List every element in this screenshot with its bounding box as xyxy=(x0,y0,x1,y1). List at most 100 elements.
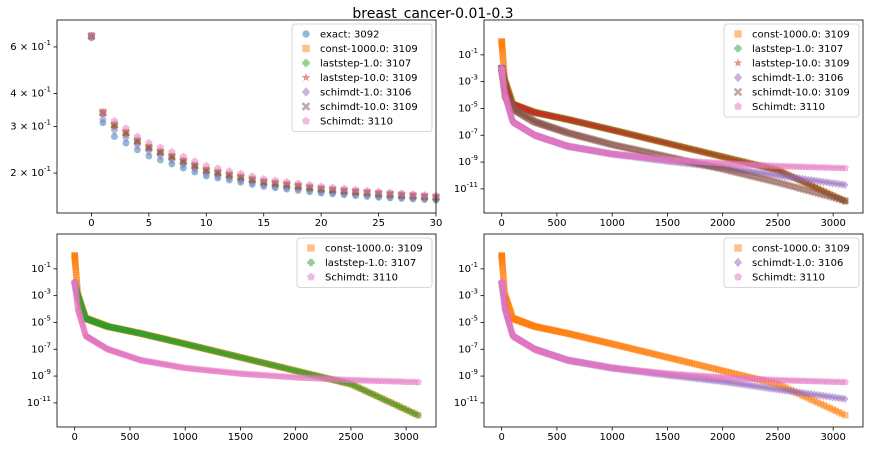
legend-label-laststep-10.0: laststep-10.0: 3109 xyxy=(752,59,850,70)
x-tick-label: 500 xyxy=(120,432,139,443)
data-point-Schimdt xyxy=(294,179,303,187)
x-tick-label: 500 xyxy=(547,432,566,443)
y-tick-label: 3 × 10-1 xyxy=(10,119,51,133)
x-tick-label: 10 xyxy=(200,218,213,229)
data-point-Schimdt xyxy=(259,174,268,183)
legend-label-laststep-1.0: laststep-1.0: 3107 xyxy=(752,44,843,55)
y-tick-label: 10-1 xyxy=(458,47,478,61)
legend-top-left: exact: 3092 const-1000.0: 3109 laststep-1.… xyxy=(291,23,433,132)
data-point-Schimdt xyxy=(179,152,188,160)
data-point-Schimdt xyxy=(248,172,257,180)
data-point-laststep-1.0 xyxy=(369,390,376,398)
axes-frame-top-right xyxy=(483,19,864,214)
x-tick-label: 25 xyxy=(372,218,385,229)
x-tick-label: 500 xyxy=(547,218,566,229)
panel-bottom-right: 0 500 1000 1500 2000 2500 3000 const-1000.0: 31… xyxy=(480,233,864,443)
data-point-laststep-1.0 xyxy=(387,399,394,406)
x-tick-label: 3000 xyxy=(820,432,845,443)
data-point-Schimdt xyxy=(99,108,107,116)
data-point-Schimdt xyxy=(271,176,280,184)
series-Schimdt-bottom-right xyxy=(498,278,849,386)
data-point-Schimdt xyxy=(351,185,360,193)
data-point-Schimdt xyxy=(414,378,422,386)
x-tick-label: 1500 xyxy=(228,432,253,443)
x-tick-label: 3000 xyxy=(820,218,845,229)
data-point-laststep-1.0 xyxy=(390,400,397,408)
legend-marker-laststep-1.0 xyxy=(302,59,310,67)
data-point-Schimdt xyxy=(167,148,176,156)
y-tick-label: 10-1 xyxy=(458,261,478,275)
y-tick-label: 10-9 xyxy=(458,368,478,382)
legend-marker-schimdt-1.0 xyxy=(733,257,743,268)
data-point-Schimdt xyxy=(110,116,119,125)
legend-marker-schimdt-1.0 xyxy=(733,72,743,83)
x-tick-label: 1000 xyxy=(599,218,624,229)
legend-marker-Schimdt xyxy=(306,272,316,281)
legend-marker-Schimdt xyxy=(733,102,743,110)
data-point-Schimdt xyxy=(409,190,417,198)
data-point-laststep-1.0 xyxy=(396,403,403,410)
legend-top-right: const-1000.0: 3109 laststep-1.0: 3107 last… xyxy=(723,23,860,118)
y-tick-label: 6 × 10-1 xyxy=(10,39,51,53)
legend-label-Schimdt: Schimdt: 3110 xyxy=(325,273,398,284)
series-Schimdt-top-left xyxy=(87,31,440,200)
data-point-Schimdt xyxy=(213,164,222,172)
data-point-laststep-10.0 xyxy=(807,181,816,190)
data-point-Schimdt xyxy=(87,31,96,40)
legend-label-schimdt-1.0: schimdt-1.0: 3106 xyxy=(320,88,411,99)
figure-title: breast_cancer-0.01-0.3 xyxy=(352,6,513,22)
legend-marker-Schimdt xyxy=(733,272,743,281)
x-tick-label: 30 xyxy=(430,218,443,229)
legend-marker-laststep-10.0 xyxy=(301,72,311,82)
legend-marker-schimdt-10.0 xyxy=(733,87,743,97)
x-tick-label: 2000 xyxy=(710,218,735,229)
legend-label-Schimdt: Schimdt: 3110 xyxy=(752,273,825,284)
x-tick-label: 0 xyxy=(88,218,94,229)
legend-label-laststep-10.0: laststep-10.0: 3109 xyxy=(320,73,418,84)
x-tick-label: 1500 xyxy=(655,432,680,443)
data-point-laststep-1.0 xyxy=(399,404,406,412)
y-tick-label: 10-7 xyxy=(458,341,478,355)
panel-top-left: 0 5 10 15 20 25 30 exact: 3092 const-1000.0: 310… xyxy=(53,19,443,229)
x-tick-label: 2500 xyxy=(765,432,790,443)
data-point-laststep-1.0 xyxy=(408,409,416,416)
x-tick-label: 20 xyxy=(315,218,328,229)
legend-marker-laststep-1.0 xyxy=(307,258,315,267)
legend-label-laststep-1.0: laststep-1.0: 3107 xyxy=(325,258,416,269)
legend-label-laststep-1.0: laststep-1.0: 3107 xyxy=(320,59,411,70)
x-tick-label: 2500 xyxy=(338,432,363,443)
y-tick-label: 10-3 xyxy=(458,74,478,88)
x-tick-label: 0 xyxy=(71,432,77,443)
data-point-Schimdt xyxy=(420,190,429,199)
data-point-schimdt-1.0 xyxy=(841,394,849,404)
legend-marker-Schimdt xyxy=(301,116,311,125)
y-tick-label: 10-3 xyxy=(458,288,478,302)
legend-marker-const-1000.0 xyxy=(734,244,742,252)
legend-label-Schimdt: Schimdt: 3110 xyxy=(752,102,825,113)
y-tick-label: 10-11 xyxy=(27,395,51,409)
series-laststep-1.0-bottom-left xyxy=(71,278,422,419)
legend-bottom-left: const-1000.0: 3109 laststep-1.0: 3107 Schi… xyxy=(296,237,433,288)
legend-box xyxy=(296,237,433,288)
legend-marker-laststep-10.0 xyxy=(733,58,743,67)
data-point-schimdt-1.0 xyxy=(99,114,107,124)
data-point-Schimdt xyxy=(145,138,153,147)
data-point-Schimdt xyxy=(156,143,165,151)
data-point-schimdt-10.0 xyxy=(841,196,850,205)
legend-label-const-1000.0: const-1000.0: 3109 xyxy=(752,30,850,41)
y-tick-label: 10-7 xyxy=(458,127,478,141)
y-tick-label: 10-11 xyxy=(454,181,478,195)
y-tick-label: 10-9 xyxy=(458,154,478,168)
data-point-Schimdt xyxy=(386,188,394,196)
series-Schimdt-top-right xyxy=(498,64,849,172)
data-point-Schimdt xyxy=(363,186,371,194)
data-point-Schimdt xyxy=(122,124,130,132)
legend-box xyxy=(291,23,433,132)
series-Schimdt-bottom-left xyxy=(71,278,422,386)
axes-frame-bottom-right xyxy=(483,233,864,428)
legend-marker-const-1000.0 xyxy=(302,44,310,53)
axes-frame-top-left xyxy=(56,19,437,214)
legend-marker-laststep-1.0 xyxy=(734,44,742,53)
y-tick-label: 10-5 xyxy=(458,314,478,328)
